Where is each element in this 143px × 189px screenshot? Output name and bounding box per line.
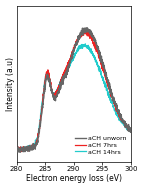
Line: aCH 14hrs: aCH 14hrs bbox=[17, 44, 131, 151]
aCH unworn bbox=[86, 27, 88, 29]
aCH 7hrs bbox=[16, 150, 17, 152]
aCH 14hrs bbox=[16, 150, 18, 152]
aCH 7hrs bbox=[85, 31, 87, 33]
aCH 14hrs bbox=[114, 109, 116, 112]
aCH 14hrs bbox=[85, 44, 87, 47]
aCH 14hrs bbox=[130, 130, 132, 132]
aCH 7hrs bbox=[85, 30, 87, 32]
aCH 7hrs bbox=[23, 147, 25, 149]
aCH 14hrs bbox=[23, 146, 25, 149]
aCH unworn bbox=[103, 63, 104, 65]
aCH 14hrs bbox=[89, 47, 90, 49]
aCH 7hrs bbox=[21, 150, 22, 153]
Legend: aCH unworn, aCH 7hrs, aCH 14hrs: aCH unworn, aCH 7hrs, aCH 14hrs bbox=[74, 134, 128, 156]
aCH 7hrs bbox=[103, 69, 104, 71]
aCH 14hrs bbox=[16, 148, 17, 150]
Line: aCH unworn: aCH unworn bbox=[17, 28, 131, 152]
aCH unworn bbox=[85, 28, 87, 30]
aCH 7hrs bbox=[82, 33, 84, 35]
aCH 14hrs bbox=[82, 44, 84, 46]
aCH 7hrs bbox=[89, 34, 90, 37]
aCH unworn bbox=[114, 100, 116, 103]
aCH 7hrs bbox=[114, 104, 116, 107]
X-axis label: Electron energy loss (eV): Electron energy loss (eV) bbox=[26, 174, 122, 184]
aCH unworn bbox=[16, 148, 17, 151]
aCH 14hrs bbox=[103, 79, 104, 82]
Y-axis label: Intensity (a.u): Intensity (a.u) bbox=[6, 57, 15, 111]
aCH unworn bbox=[130, 131, 132, 133]
aCH unworn bbox=[19, 151, 21, 153]
aCH unworn bbox=[23, 146, 25, 148]
aCH 7hrs bbox=[130, 129, 132, 131]
aCH 14hrs bbox=[85, 43, 86, 45]
aCH unworn bbox=[82, 34, 84, 36]
aCH unworn bbox=[89, 31, 90, 33]
Line: aCH 7hrs: aCH 7hrs bbox=[17, 31, 131, 152]
